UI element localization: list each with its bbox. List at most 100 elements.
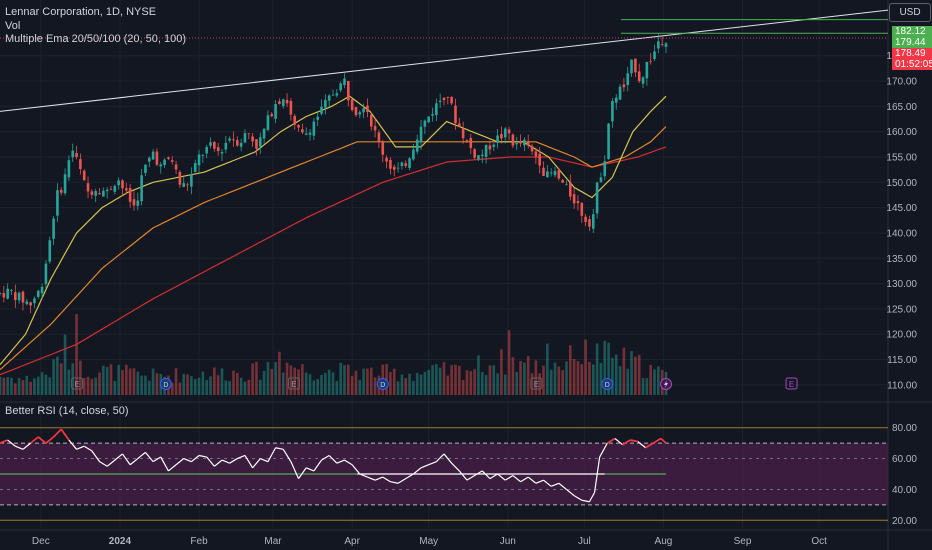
currency-button[interactable]: USD: [889, 3, 931, 22]
candle-body: [385, 157, 388, 162]
rsi-line-segment: [91, 450, 101, 463]
candle-body: [274, 103, 277, 119]
candle-body: [40, 286, 44, 294]
volume-bar: [442, 362, 446, 395]
candle-body: [396, 167, 400, 169]
earnings-marker[interactable]: [287, 377, 300, 390]
price-tick-label: 145.00: [886, 203, 917, 214]
rsi-line-segment: [45, 436, 55, 444]
candle-body: [446, 97, 450, 98]
rsi-line-segment: [121, 453, 131, 466]
candle-body: [427, 116, 430, 123]
price-tick-label: 140.00: [886, 228, 917, 239]
volume-bar: [458, 365, 461, 395]
candle-body: [293, 116, 297, 125]
volume-bar: [75, 314, 78, 395]
volume-bar: [274, 362, 277, 395]
rsi-line-segment: [114, 453, 123, 461]
earnings-marker[interactable]: [785, 377, 798, 390]
rsi-line-segment: [290, 461, 300, 479]
time-tick-label: Oct: [811, 536, 827, 547]
rsi-line-segment: [558, 482, 567, 490]
rsi-line-segment: [527, 476, 537, 484]
volume-bar: [213, 367, 216, 395]
candle-body: [538, 153, 541, 166]
rsi-line-segment: [336, 459, 345, 464]
rsi-line-segment: [614, 438, 623, 446]
volume-bar: [507, 330, 511, 395]
candle-body: [362, 108, 365, 113]
symbol-title[interactable]: Lennar Corporation, 1D, NYSE: [5, 6, 157, 18]
rsi-pane: [0, 427, 888, 521]
candle-body: [649, 60, 652, 62]
volume-bar: [396, 381, 400, 395]
candle-body: [561, 179, 564, 183]
volume-bar: [561, 370, 564, 395]
candle-body: [530, 145, 534, 152]
volume-bar: [400, 374, 404, 395]
volume-bar: [392, 368, 396, 395]
ema-legend[interactable]: Multiple Ema 20/50/100 (20, 50, 100): [5, 33, 187, 45]
candle-body: [2, 293, 6, 298]
candle-body: [458, 123, 461, 127]
rsi-line-segment: [144, 452, 154, 463]
volume-bar: [182, 373, 186, 395]
rsi-line-segment: [129, 458, 139, 466]
rsi-line-segment: [344, 459, 353, 466]
candle-body: [36, 290, 40, 297]
volume-bar: [580, 364, 584, 395]
volume-bar: [155, 373, 159, 395]
candle-body: [174, 164, 178, 170]
volume-bar: [523, 362, 526, 395]
candle-body: [392, 166, 396, 170]
candle-body: [79, 159, 82, 170]
time-axis[interactable]: Dec 2024 Feb Mar Apr May Jun Jul Aug Sep Oct: [0, 529, 932, 547]
rsi-line-segment: [99, 461, 108, 467]
ema20-line: [0, 95, 667, 365]
volume-legend[interactable]: Vol: [5, 20, 21, 32]
volume-bar: [86, 376, 90, 395]
candle-body: [239, 142, 243, 147]
earnings-marker[interactable]: [71, 377, 84, 390]
rsi-line-segment: [420, 464, 429, 469]
candle-body: [335, 93, 339, 96]
candle-body: [278, 101, 281, 104]
rsi-line-segment: [68, 439, 78, 450]
last-price-badge: 178.49: [892, 48, 932, 59]
candle-body: [572, 194, 576, 204]
lightning-icon: [664, 380, 668, 388]
rsi-line-segment: [305, 467, 315, 472]
candle-body: [369, 114, 373, 127]
trendline-layer[interactable]: [0, 9, 889, 112]
rsi-line-segment: [504, 475, 514, 481]
volume-bar: [285, 362, 289, 395]
volume-bar: [281, 372, 285, 395]
rsi-line-segment: [593, 456, 601, 493]
rsi-legend[interactable]: Better RSI (14, close, 50): [5, 405, 129, 417]
volume-bar: [0, 376, 2, 395]
candle-body: [591, 214, 595, 229]
candle-body: [201, 155, 205, 156]
rsi-line-segment: [267, 447, 277, 462]
volume-bar: [98, 372, 101, 395]
candle-body: [580, 202, 584, 216]
volume-bar: [389, 371, 392, 395]
volume-bar: [576, 361, 580, 395]
candle-body: [480, 154, 484, 157]
volume-bar: [546, 343, 549, 395]
rsi-line-segment: [175, 458, 185, 466]
rsi-line-segment: [152, 456, 162, 463]
earnings-marker[interactable]: [530, 377, 543, 390]
volume-bar: [262, 370, 266, 395]
volume-bar: [10, 377, 13, 395]
trendline: [0, 9, 889, 112]
volume-bar: [224, 380, 228, 395]
candle-body: [262, 128, 266, 139]
candle-body: [500, 134, 503, 139]
volume-bar: [128, 368, 132, 395]
candle-body: [44, 263, 48, 285]
candle-body: [48, 240, 52, 262]
candle-body: [331, 94, 335, 96]
